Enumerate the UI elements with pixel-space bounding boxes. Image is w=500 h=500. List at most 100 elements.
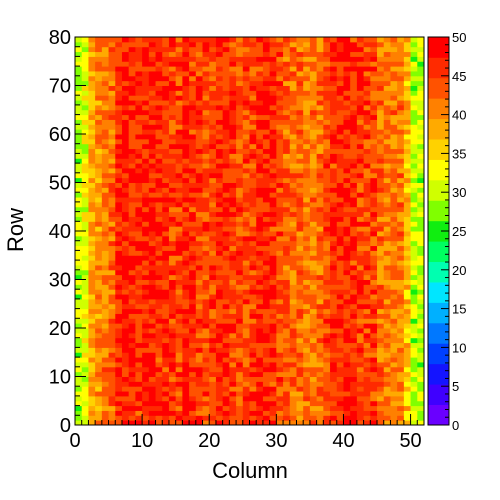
heatmap-cell bbox=[276, 187, 284, 193]
heatmap-cell bbox=[168, 51, 177, 57]
heatmap-cell bbox=[377, 308, 385, 314]
heatmap-cell bbox=[108, 328, 116, 334]
heatmap-cell bbox=[410, 269, 418, 276]
heatmap-cell bbox=[81, 318, 89, 324]
heatmap-cell bbox=[108, 274, 116, 280]
heatmap-cell bbox=[343, 51, 351, 57]
heatmap-cell bbox=[101, 46, 110, 53]
heatmap-cell bbox=[303, 366, 311, 373]
heatmap-cell bbox=[377, 231, 385, 237]
heatmap-cell bbox=[236, 255, 244, 261]
heatmap-cell bbox=[323, 235, 331, 242]
heatmap-cell bbox=[276, 153, 284, 159]
heatmap-cell bbox=[417, 206, 425, 213]
heatmap-cell bbox=[236, 395, 244, 402]
heatmap-cell bbox=[316, 361, 324, 368]
heatmap-cell bbox=[356, 410, 365, 416]
heatmap-cell bbox=[269, 328, 277, 334]
heatmap-cell bbox=[135, 85, 143, 91]
heatmap-cell bbox=[289, 347, 297, 353]
heatmap-cell bbox=[229, 197, 237, 203]
heatmap-cell bbox=[128, 405, 136, 411]
palette-swatch bbox=[428, 322, 449, 344]
heatmap-cell bbox=[209, 294, 217, 300]
heatmap-cell bbox=[75, 124, 83, 130]
heatmap-cell bbox=[309, 386, 318, 392]
heatmap-cell bbox=[148, 138, 157, 145]
heatmap-cell bbox=[75, 46, 83, 53]
heatmap-cell bbox=[215, 255, 224, 261]
heatmap-cell bbox=[296, 138, 304, 145]
heatmap-cell bbox=[356, 279, 365, 285]
heatmap-cell bbox=[75, 294, 83, 300]
heatmap-cell bbox=[135, 163, 143, 169]
heatmap-cell bbox=[363, 75, 371, 82]
heatmap-cell bbox=[242, 274, 250, 280]
heatmap-cell bbox=[296, 95, 304, 101]
heatmap-cell bbox=[390, 415, 398, 421]
heatmap-cell bbox=[242, 410, 250, 416]
heatmap-cell bbox=[256, 138, 264, 145]
heatmap-cell bbox=[383, 357, 391, 363]
heatmap-cell bbox=[390, 85, 398, 91]
heatmap-cell bbox=[249, 255, 257, 261]
heatmap-cell bbox=[309, 250, 318, 256]
heatmap-cell bbox=[128, 129, 136, 135]
heatmap-cell bbox=[128, 192, 136, 198]
heatmap-cell bbox=[242, 206, 250, 213]
heatmap-cell bbox=[148, 80, 157, 86]
heatmap-cell bbox=[81, 80, 89, 86]
heatmap-cell bbox=[115, 172, 123, 179]
heatmap-cell bbox=[397, 337, 405, 344]
heatmap-cell bbox=[229, 308, 237, 314]
heatmap-cell bbox=[316, 264, 324, 271]
palette-swatch bbox=[428, 282, 449, 303]
heatmap-cell bbox=[222, 46, 230, 53]
heatmap-cell bbox=[209, 148, 217, 154]
heatmap-cell bbox=[323, 391, 331, 397]
heatmap-cell bbox=[81, 134, 89, 140]
heatmap-cell bbox=[417, 347, 425, 353]
heatmap-cell bbox=[417, 119, 425, 125]
heatmap-cell bbox=[249, 201, 257, 208]
heatmap-cell bbox=[108, 308, 116, 314]
heatmap-cell bbox=[236, 206, 244, 213]
heatmap-cell bbox=[75, 381, 83, 387]
heatmap-cell bbox=[296, 104, 304, 111]
heatmap-cell bbox=[175, 90, 183, 96]
heatmap-cell bbox=[330, 240, 338, 247]
heatmap-cell bbox=[283, 342, 291, 348]
heatmap-cell bbox=[410, 201, 418, 208]
heatmap-cell bbox=[229, 148, 237, 154]
heatmap-cell bbox=[108, 167, 116, 174]
heatmap-cell bbox=[128, 391, 136, 397]
heatmap-cell bbox=[343, 216, 351, 222]
heatmap-cell bbox=[101, 357, 110, 363]
heatmap-cell bbox=[135, 75, 143, 82]
heatmap-cell bbox=[356, 337, 365, 344]
heatmap-cell bbox=[242, 269, 250, 276]
heatmap-cell bbox=[363, 294, 371, 300]
heatmap-cell bbox=[121, 318, 130, 324]
heatmap-cell bbox=[115, 70, 123, 77]
heatmap-cell bbox=[296, 143, 304, 150]
heatmap-cell bbox=[377, 216, 385, 222]
heatmap-cell bbox=[202, 85, 210, 91]
heatmap-cell bbox=[168, 201, 177, 208]
heatmap-cell bbox=[417, 255, 425, 261]
heatmap-cell bbox=[336, 75, 344, 82]
heatmap-cell bbox=[283, 260, 291, 266]
heatmap-cell bbox=[128, 235, 136, 242]
y-tick-label: 20 bbox=[49, 318, 71, 340]
heatmap-cell bbox=[222, 332, 230, 339]
heatmap-cell bbox=[108, 357, 116, 363]
heatmap-cell bbox=[323, 211, 331, 217]
heatmap-cell bbox=[162, 211, 170, 217]
heatmap-cell bbox=[155, 352, 163, 358]
heatmap-cell bbox=[350, 274, 358, 280]
heatmap-cell bbox=[262, 313, 271, 319]
heatmap-cell bbox=[256, 187, 264, 193]
heatmap-cell bbox=[242, 260, 250, 266]
heatmap-cell bbox=[323, 323, 331, 329]
heatmap-cell bbox=[303, 235, 311, 242]
